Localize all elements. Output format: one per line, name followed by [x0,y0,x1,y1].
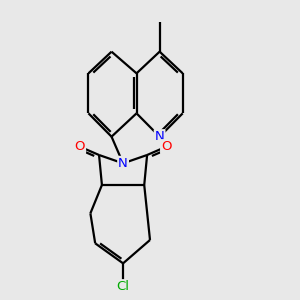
Text: O: O [75,140,85,153]
Text: N: N [155,130,164,143]
Text: O: O [161,140,172,153]
Text: Cl: Cl [117,280,130,293]
Text: N: N [118,157,128,170]
